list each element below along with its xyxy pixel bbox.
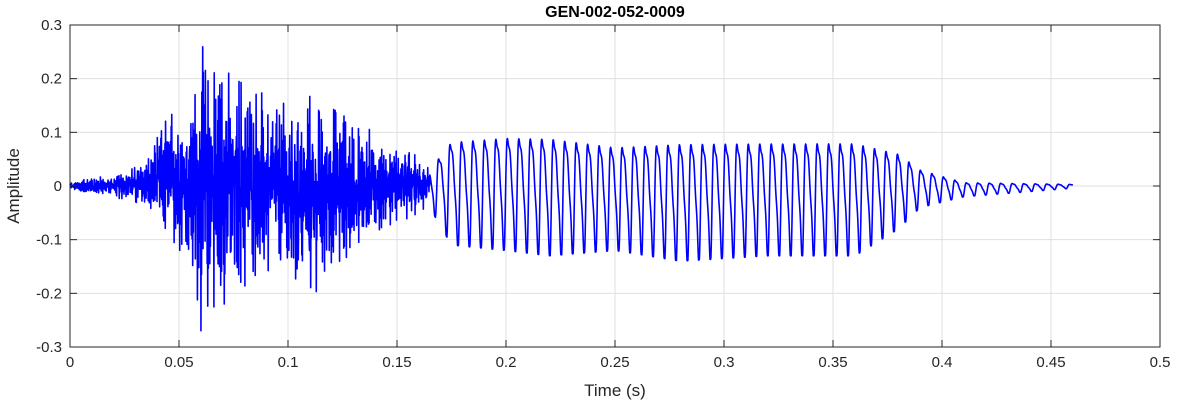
y-tick-label: 0.1 <box>41 124 62 141</box>
x-tick-label: 0.3 <box>714 354 735 371</box>
x-tick-label: 0.05 <box>164 354 193 371</box>
y-axis-label: Amplitude <box>4 148 23 224</box>
y-tick-label: 0 <box>54 178 62 195</box>
x-tick-label: 0.15 <box>382 354 411 371</box>
waveform-series-line <box>69 45 1074 332</box>
x-tick-label: 0.25 <box>600 354 629 371</box>
y-tick-label: 0.3 <box>41 17 62 34</box>
x-tick-label: 0.4 <box>932 354 953 371</box>
y-tick-label: -0.3 <box>36 339 62 356</box>
y-axis-ticks: 0.3 0.2 0.1 0 -0.1 -0.2 -0.3 <box>36 17 1160 356</box>
x-axis-ticks: 0 0.05 0.1 0.15 0.2 0.25 0.3 0.35 0.4 0.45 0.5 <box>66 25 1171 371</box>
x-tick-label: 0.1 <box>278 354 299 371</box>
x-axis-label: Time (s) <box>584 381 646 400</box>
x-tick-label: 0.45 <box>1036 354 1065 371</box>
chart-title: GEN-002-052-0009 <box>545 4 685 21</box>
x-tick-label: 0.35 <box>818 354 847 371</box>
y-tick-label: -0.1 <box>36 232 62 249</box>
y-tick-label: -0.2 <box>36 285 62 302</box>
x-tick-label: 0 <box>66 354 74 371</box>
x-tick-label: 0.2 <box>496 354 517 371</box>
x-tick-label: 0.5 <box>1150 354 1171 371</box>
y-tick-label: 0.2 <box>41 71 62 88</box>
